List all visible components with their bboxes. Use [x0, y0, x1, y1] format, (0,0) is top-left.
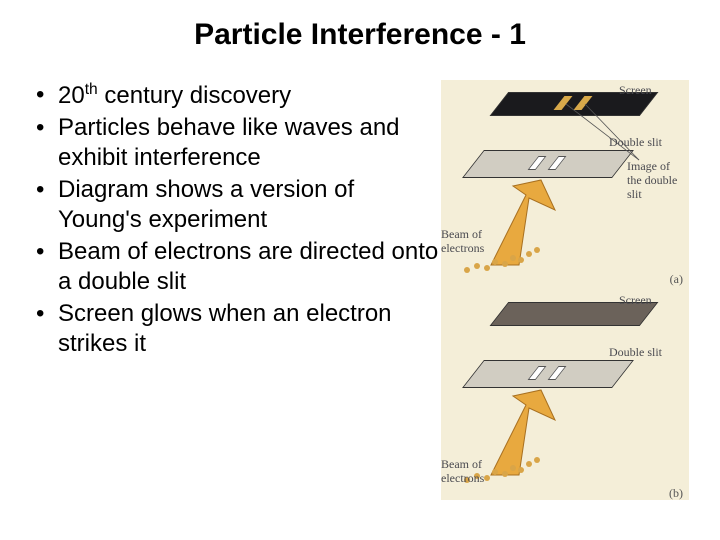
- label-screen-b: Screen: [619, 294, 652, 308]
- label-screen-a: Screen: [619, 84, 652, 98]
- bullet-item: Particles behave like waves and exhibit …: [36, 113, 441, 173]
- content-row: 20th century discovery Particles behave …: [0, 52, 720, 500]
- panel-a: Screen Double slit Image of the double s…: [441, 80, 689, 290]
- bullet-list: 20th century discovery Particles behave …: [36, 80, 441, 500]
- label-beam-a: Beam of electrons: [441, 228, 499, 256]
- bullet-item: 20th century discovery: [36, 80, 441, 111]
- panel-letter-a: (a): [670, 272, 683, 287]
- bullet-item: Diagram shows a version of Young's exper…: [36, 175, 441, 235]
- bullet-item: Screen glows when an electron strikes it: [36, 299, 441, 359]
- bullet-item: Beam of electrons are directed onto a do…: [36, 237, 441, 297]
- page-title: Particle Interference - 1: [0, 0, 720, 52]
- label-double-slit-a: Double slit: [609, 136, 662, 150]
- panel-b: Screen Double slit Beam of electrons (b): [441, 290, 689, 500]
- label-image-of-slit: Image of the double slit: [627, 160, 687, 201]
- label-beam-b: Beam of electrons: [441, 458, 499, 486]
- diagram-figure: Screen Double slit Image of the double s…: [441, 80, 700, 500]
- label-double-slit-b: Double slit: [609, 346, 662, 360]
- panel-letter-b: (b): [669, 486, 683, 501]
